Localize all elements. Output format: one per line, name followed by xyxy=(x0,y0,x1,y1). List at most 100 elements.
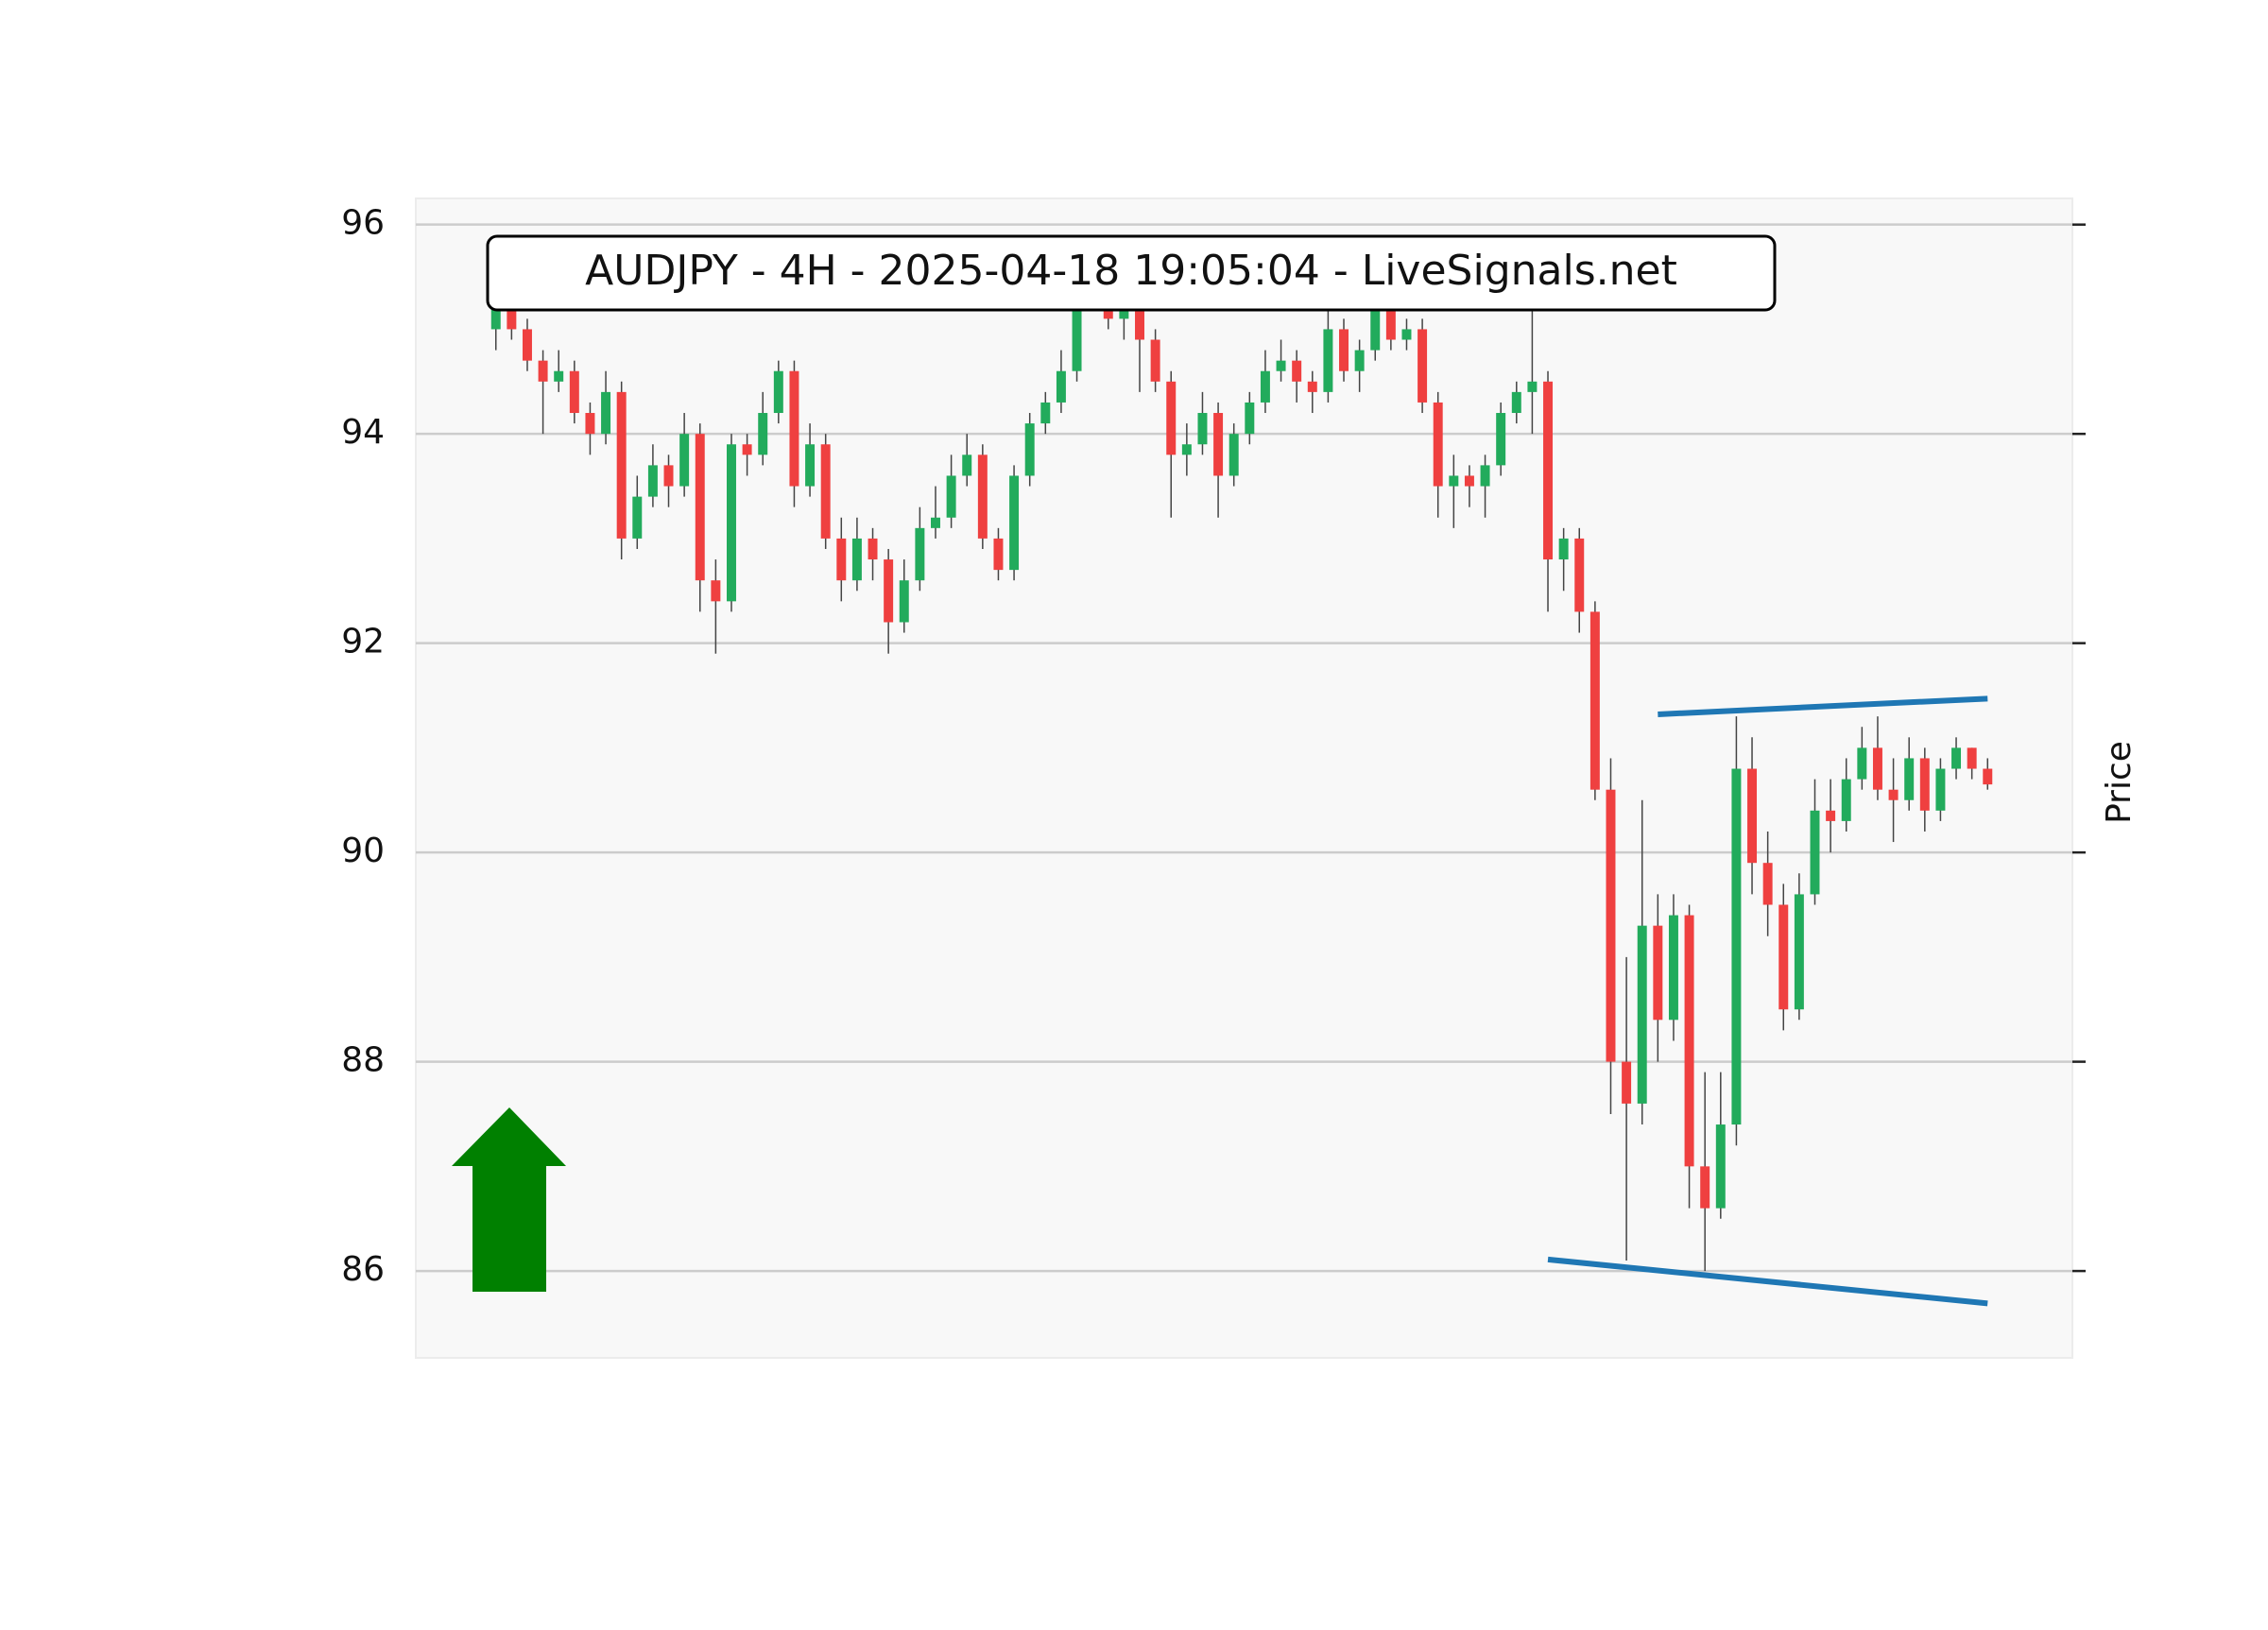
y-tick-label: 96 xyxy=(341,204,385,243)
candle-body xyxy=(695,434,705,581)
candle-body xyxy=(1637,925,1647,1104)
candle-body xyxy=(1543,381,1554,560)
candle-body xyxy=(1496,413,1506,466)
candle-body xyxy=(1983,768,1993,785)
candle-body xyxy=(1056,370,1066,403)
candle-body xyxy=(1919,758,1930,811)
y-tick-label: 94 xyxy=(341,413,385,452)
candle-body xyxy=(1747,768,1758,864)
candle-body xyxy=(1040,402,1051,424)
candle-body xyxy=(1762,863,1773,905)
candle-body xyxy=(1700,1166,1710,1209)
candle-body xyxy=(742,444,752,455)
candle-body xyxy=(711,580,721,602)
candle-body xyxy=(758,413,768,455)
candle-body xyxy=(507,308,517,330)
candle-body xyxy=(1213,413,1224,476)
candle-body xyxy=(1433,402,1443,487)
candle-body xyxy=(1464,475,1474,487)
candle-body xyxy=(1260,370,1270,403)
candle-body xyxy=(1715,1124,1726,1209)
y-tick-label: 90 xyxy=(341,832,385,870)
candle-body xyxy=(679,434,690,487)
candle-body xyxy=(1622,1061,1632,1104)
candle-body xyxy=(1935,768,1946,811)
candle-body xyxy=(1684,915,1694,1167)
candle-body xyxy=(1606,789,1616,1062)
candle-body xyxy=(1511,391,1521,414)
candle-body xyxy=(1731,768,1742,1125)
candle-body xyxy=(1653,925,1663,1021)
candle-body xyxy=(1009,475,1020,571)
candle-body xyxy=(773,370,783,414)
candle-body xyxy=(1778,904,1789,1010)
candle-body xyxy=(1135,308,1144,340)
chart-title: AUDJPY - 4H - 2025-04-18 19:05:04 - Live… xyxy=(585,247,1677,295)
candle-body xyxy=(1668,915,1678,1021)
candle-body xyxy=(726,444,736,602)
candle-body xyxy=(601,391,611,435)
candle-body xyxy=(585,413,595,435)
candle-body xyxy=(569,370,579,414)
candle-body xyxy=(647,465,658,497)
candle-body xyxy=(836,538,847,581)
trendlines xyxy=(1547,695,1988,1307)
candle-body xyxy=(805,444,816,487)
candle-body xyxy=(1024,423,1035,476)
candle-body xyxy=(915,527,925,581)
candle-body xyxy=(1857,747,1867,780)
candle-body xyxy=(1418,329,1428,403)
candle-body xyxy=(1449,475,1459,487)
candle-body xyxy=(1951,747,1962,769)
candle-body xyxy=(1119,308,1129,319)
candle-body xyxy=(1401,329,1412,340)
grid: 86 88 90 92 94 96 xyxy=(341,204,2086,1289)
candle-body xyxy=(820,444,831,539)
candle-body xyxy=(868,538,878,560)
candle-body xyxy=(663,465,674,487)
candle-body xyxy=(1197,413,1208,445)
candle-body xyxy=(1888,789,1899,800)
candle-body xyxy=(1150,339,1160,382)
candle-body xyxy=(1292,360,1302,382)
candle-body xyxy=(931,517,940,528)
candle-body xyxy=(632,496,643,539)
buy-arrow xyxy=(452,1107,566,1292)
candle-body xyxy=(851,538,862,581)
candle-body xyxy=(1904,758,1915,800)
candle-body xyxy=(1245,402,1255,435)
y-tick-label: 88 xyxy=(341,1041,385,1080)
candle-body xyxy=(1072,298,1082,371)
candle-body xyxy=(1810,810,1820,895)
candle-body xyxy=(946,475,956,518)
candle-body xyxy=(1339,329,1349,371)
candle-body xyxy=(962,455,972,476)
candle-body xyxy=(1826,810,1836,821)
candle-body xyxy=(1370,308,1381,351)
candle-body xyxy=(1228,434,1239,476)
candle-body xyxy=(1872,747,1882,790)
candle-body xyxy=(616,391,627,539)
candle-body xyxy=(1181,444,1192,455)
candle-body xyxy=(1527,381,1538,392)
trendline xyxy=(1658,695,1988,717)
candle-body xyxy=(1574,538,1585,612)
candle-body xyxy=(1558,538,1569,560)
candles xyxy=(490,277,1993,1272)
candle-body xyxy=(1385,308,1396,340)
trendline xyxy=(1547,1256,1988,1307)
candle-body xyxy=(538,360,548,382)
candle-body xyxy=(884,559,894,623)
candle-body xyxy=(1480,465,1490,487)
y-tick-label: 86 xyxy=(341,1250,385,1289)
candle-body xyxy=(1307,381,1317,392)
y-axis-label: Price xyxy=(2100,741,2139,824)
candle-body xyxy=(977,455,988,539)
candle-body xyxy=(1794,894,1804,1010)
candle-body xyxy=(899,580,909,623)
title-box xyxy=(486,234,1777,312)
candle-body xyxy=(1276,360,1286,371)
candle-body xyxy=(522,329,532,361)
candle-body xyxy=(993,538,1004,571)
